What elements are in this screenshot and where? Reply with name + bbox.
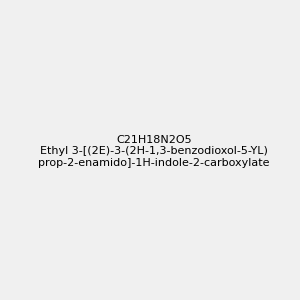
Text: C21H18N2O5
Ethyl 3-[(2E)-3-(2H-1,3-benzodioxol-5-YL)
prop-2-enamido]-1H-indole-2: C21H18N2O5 Ethyl 3-[(2E)-3-(2H-1,3-benzo… (38, 135, 269, 168)
